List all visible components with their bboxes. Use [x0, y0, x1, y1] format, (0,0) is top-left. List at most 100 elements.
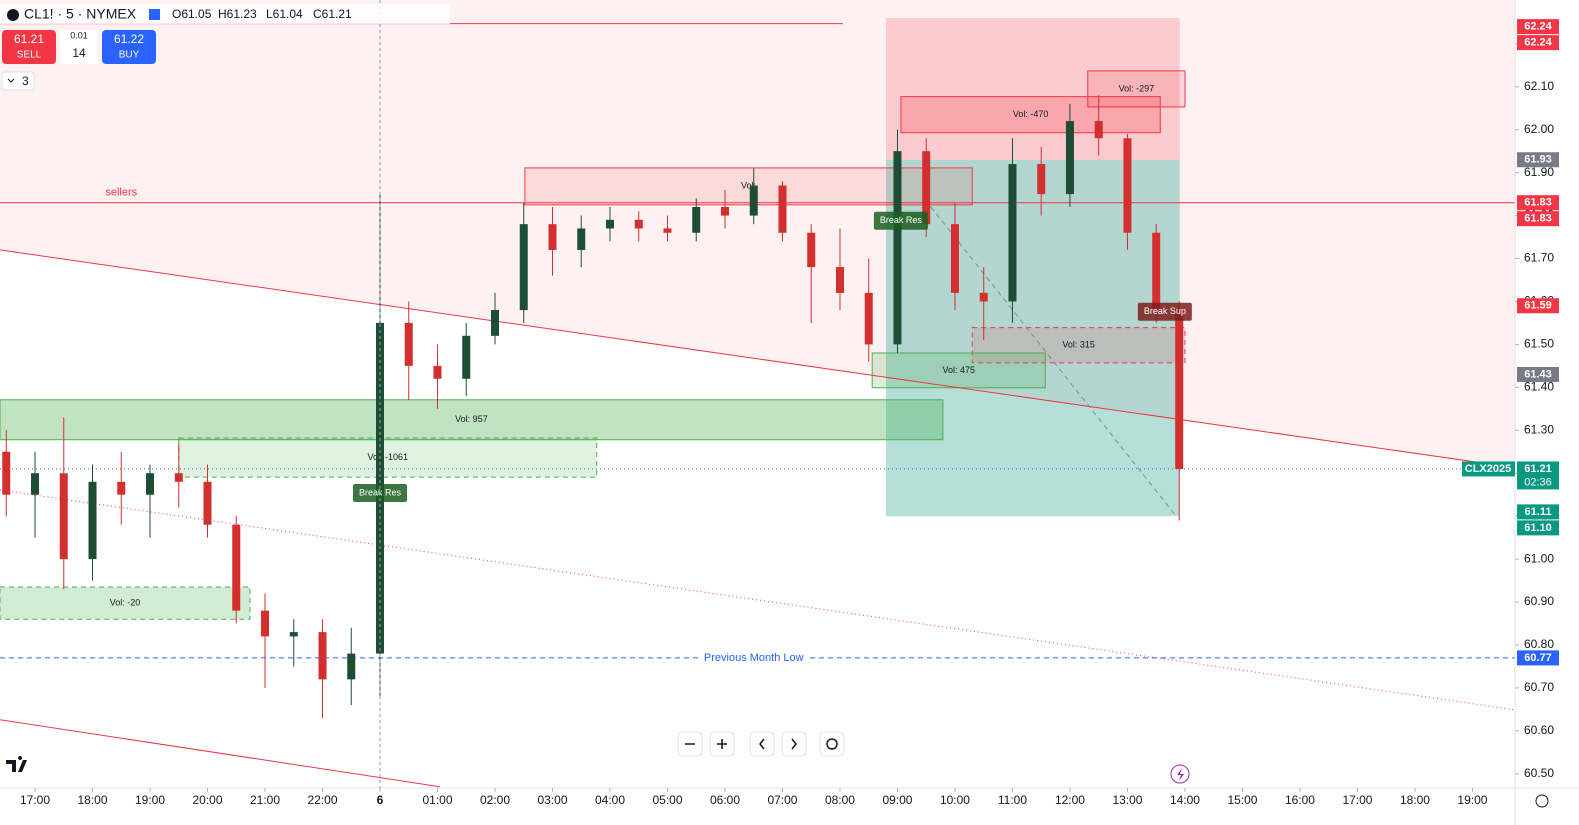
price-badge-label: 61.10: [1524, 522, 1552, 534]
price-badge: [1517, 195, 1559, 211]
buy-label: BUY: [119, 50, 140, 61]
price-badge: [1517, 298, 1559, 314]
zone-label: Vol: 475: [942, 365, 975, 375]
reset[interactable]: [819, 731, 845, 757]
candle-body: [261, 610, 270, 637]
zone: [1087, 70, 1186, 108]
qty-step: 0.01: [70, 30, 88, 40]
price-badge: [1517, 211, 1559, 227]
buy-button[interactable]: [102, 30, 156, 64]
x-tick-label: 11:00: [998, 793, 1027, 807]
candle-body: [232, 524, 241, 611]
price-badge-label: 61.83: [1524, 213, 1552, 225]
y-tick-label: 60.80: [1524, 637, 1554, 651]
x-tick-label: 18:00: [77, 793, 107, 807]
zone-label: Vol: -470: [1013, 109, 1049, 119]
price-badge-label: 62.24: [1524, 21, 1552, 33]
price-badge: [1517, 504, 1559, 520]
candle-body: [146, 473, 155, 495]
zone-label: Vol: 957: [455, 414, 488, 424]
y-tick-label: 62.10: [1524, 79, 1554, 93]
candle-body: [1152, 232, 1161, 311]
candle-body: [1123, 138, 1132, 233]
candle-body: [1065, 121, 1074, 195]
sell-price: 61.21: [14, 32, 44, 46]
symbol[interactable]: CL1! · 5 · NYMEX: [24, 6, 137, 22]
price-badge-label: 61.43: [1524, 368, 1552, 380]
zone-label: Vol: -20: [110, 598, 141, 608]
x-tick-label: 01:00: [422, 793, 452, 807]
flag[interactable]: [149, 9, 160, 20]
x-tick-label: 16:00: [1285, 793, 1315, 807]
candle-body: [117, 481, 126, 495]
price-badge-label: 61.83: [1524, 197, 1552, 209]
symbol-logo: [7, 9, 19, 21]
candle-body: [59, 473, 68, 560]
x-tick-label: 14:00: [1170, 793, 1200, 807]
zone: [900, 96, 1161, 134]
candle-body: [634, 219, 643, 229]
y-tick-label: 60.50: [1524, 766, 1554, 780]
candle-body: [577, 228, 586, 250]
price-badge-countdown: 02:36: [1524, 476, 1552, 488]
x-tick-label: 07:00: [767, 793, 797, 807]
zone: [0, 399, 944, 441]
x-tick-label: 17:00: [1342, 793, 1372, 807]
scroll-right[interactable]: [781, 731, 807, 757]
icon: [717, 739, 727, 749]
x-tick-label: 03:00: [537, 793, 567, 807]
tv-logo[interactable]: [6, 756, 27, 772]
candle-body: [950, 224, 959, 293]
price-badge-label: 61.59: [1524, 300, 1552, 312]
icon: [791, 738, 797, 750]
candle-body: [289, 632, 298, 637]
plot: Vol: -470 Vol: -297 Vol: Vol: 315 Vol: 475 Vo…: [0, 0, 1516, 788]
qty-box[interactable]: [60, 30, 98, 64]
candle-body: [548, 224, 557, 250]
candle-body: [835, 267, 844, 293]
candle-body: [88, 481, 97, 560]
x-tick-label: 05:00: [652, 793, 682, 807]
label-bg: [700, 651, 807, 664]
icon: [1177, 768, 1184, 781]
candle-body: [720, 206, 729, 216]
icon: [826, 738, 838, 750]
price-badge: [1517, 152, 1559, 168]
buy-price: 61.22: [114, 32, 144, 46]
price-line-label: Previous Month Low: [704, 652, 804, 664]
price-badge: [1517, 650, 1559, 666]
candle-body: [807, 232, 816, 268]
candle-body: [490, 310, 499, 336]
price-badge-label: 61.93: [1524, 154, 1552, 166]
symbol-badge: [1462, 461, 1515, 477]
price-badge-label: 60.77: [1524, 652, 1552, 664]
price-badge-label: 61.21: [1524, 463, 1552, 475]
lightning[interactable]: [1170, 764, 1190, 784]
candle-body: [318, 632, 327, 680]
x-tick-label: 08:00: [825, 793, 855, 807]
signal-label: Break Sup: [1144, 306, 1186, 316]
indicators-toggle[interactable]: [1, 71, 35, 91]
scroll-left[interactable]: [749, 731, 775, 757]
candle-body: [31, 473, 40, 495]
candle-body: [404, 322, 413, 366]
y-tick-label: 62.00: [1524, 122, 1554, 136]
candle-body: [893, 151, 902, 345]
signal-label: Break Res: [880, 215, 923, 225]
header-bg: [0, 4, 450, 24]
sell-button[interactable]: [2, 30, 56, 64]
x-tick-label: 06:00: [710, 793, 740, 807]
x-tick-label: 21:00: [250, 793, 280, 807]
ohlc-close: C61.21: [313, 7, 352, 21]
candle-body: [749, 185, 758, 216]
x-tick-label: 22:00: [307, 793, 337, 807]
price-badge: [1517, 35, 1559, 51]
y-tick-label: 60.70: [1524, 680, 1554, 694]
zone-label: Vol: 315: [1062, 340, 1095, 350]
settings[interactable]: [1535, 794, 1549, 808]
candle-body: [2, 451, 11, 495]
ohlc-low: L61.04: [266, 7, 303, 21]
y-tick-label: 60.60: [1524, 723, 1554, 737]
price-badge: [1517, 520, 1559, 536]
symbol-badge-label: CLX2025: [1465, 463, 1511, 475]
